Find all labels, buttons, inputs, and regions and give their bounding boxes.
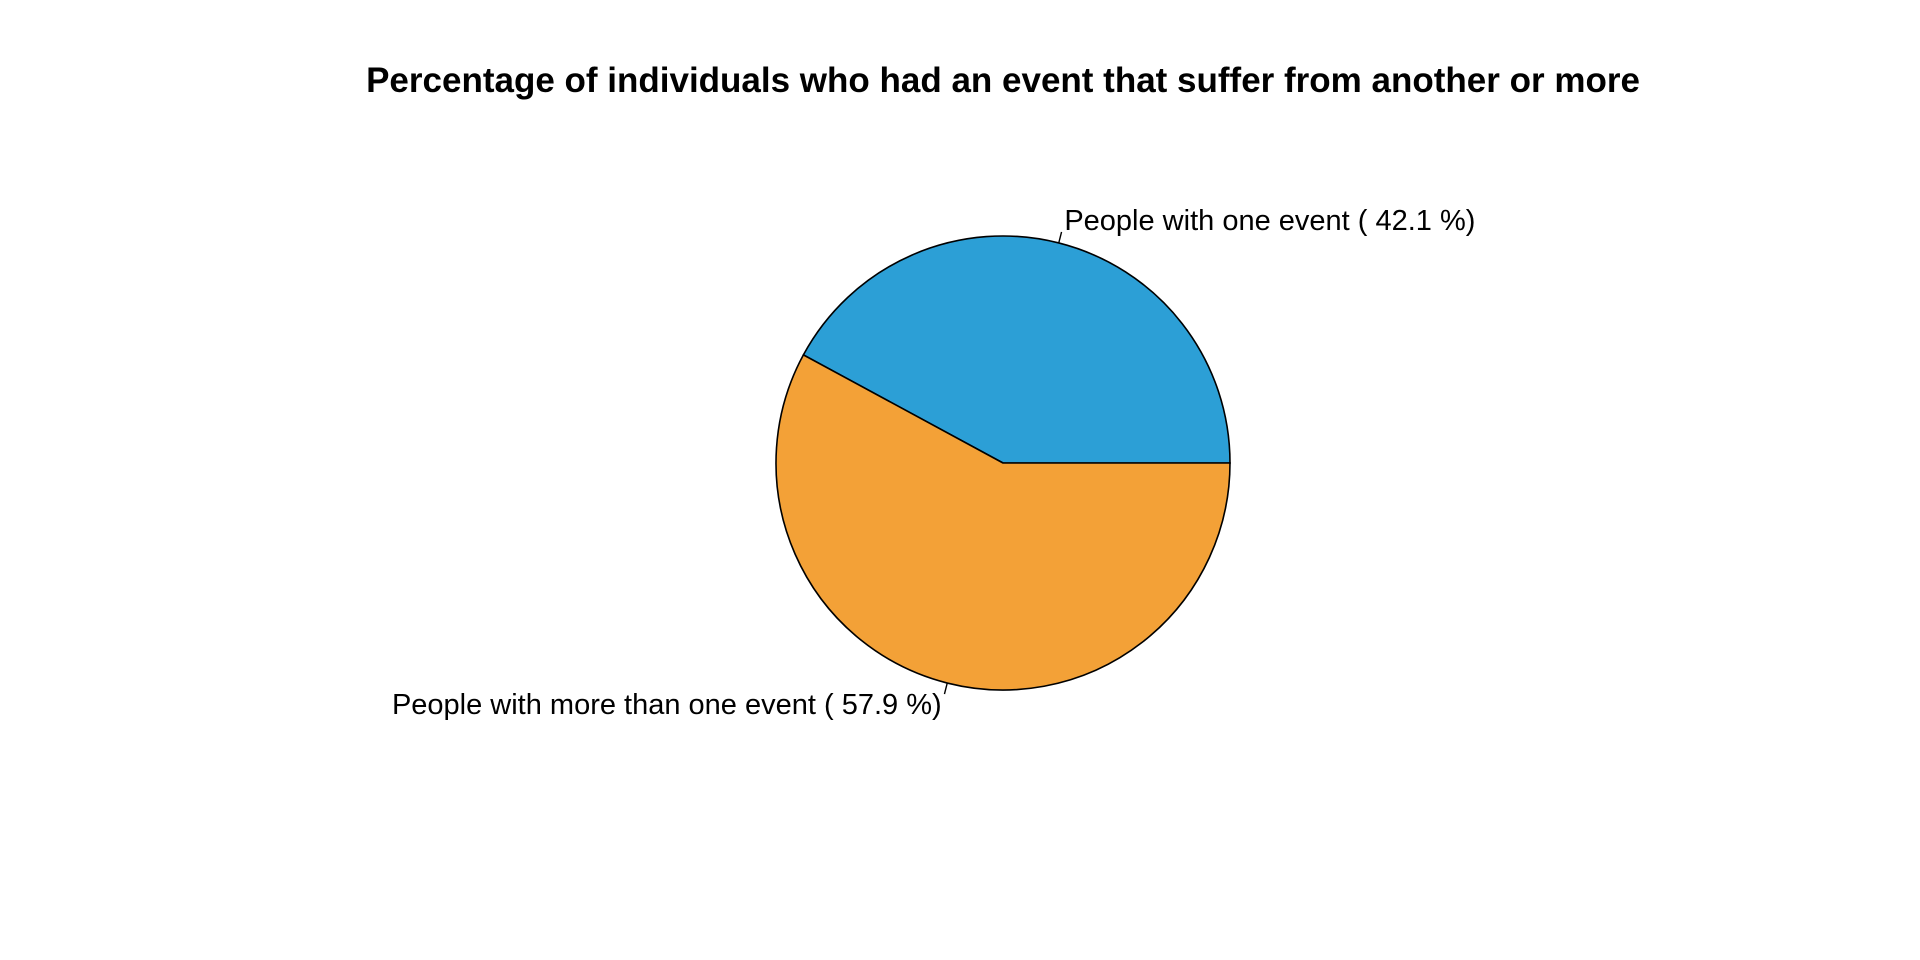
slice-label-1: People with one event ( 42.1 %)	[1064, 205, 1475, 237]
leader-line-2	[943, 682, 948, 695]
pie-slice-2	[775, 353, 1231, 691]
chart-title: Percentage of individuals who had an eve…	[366, 61, 1640, 100]
pie-slices	[775, 235, 1231, 691]
pie-leader-lines	[943, 231, 1063, 695]
slice-label-2: People with more than one event ( 57.9 %…	[392, 689, 942, 721]
pie-slice-labels: People with one event ( 42.1 %) People wi…	[392, 205, 1475, 721]
leader-line-1	[1058, 231, 1063, 244]
